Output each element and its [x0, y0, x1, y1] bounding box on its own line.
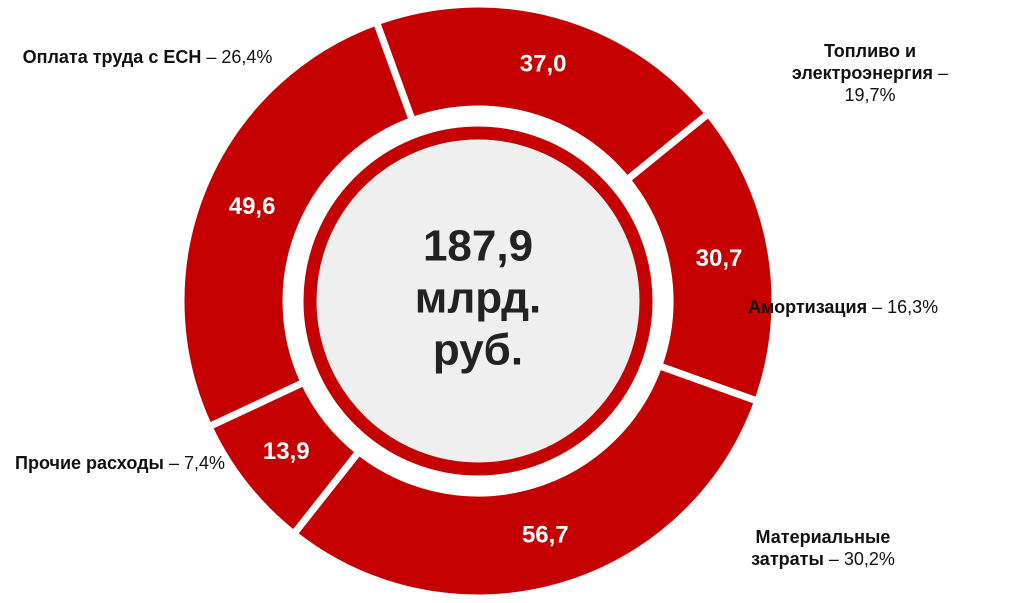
share-label: – 16,3%	[872, 297, 939, 317]
center-label: 187,9	[423, 222, 533, 271]
share-label: – 30,2%	[828, 549, 895, 569]
category-label: Амортизация – 16,3%	[748, 296, 1018, 318]
share-label: – 7,4%	[168, 453, 225, 473]
share-label: – 19,7%	[844, 63, 949, 105]
donut-segment	[288, 361, 763, 602]
donut-segment	[177, 17, 417, 432]
center-label: руб.	[433, 326, 523, 375]
value-label: 56,7	[522, 521, 569, 548]
value-label: 30,7	[696, 245, 743, 272]
category-label: Материальные затраты – 30,2%	[718, 526, 928, 570]
center-circle	[303, 126, 653, 476]
value-label: 49,6	[229, 193, 276, 220]
category-label: Прочие расходы – 7,4%	[15, 452, 225, 474]
category-label: Топливо и электроэнергия – 19,7%	[780, 40, 960, 106]
center-label: млрд.	[415, 274, 541, 323]
share-label: – 26,4%	[206, 47, 273, 67]
category-label: Оплата труда с ЕСН – 26,4%	[0, 46, 295, 68]
category-name: Топливо и электроэнергия	[791, 41, 934, 83]
donut-segment	[371, 0, 714, 185]
value-label: 37,0	[520, 51, 567, 78]
category-name: Прочие расходы	[15, 453, 164, 473]
category-name: Оплата труда с ЕСН	[22, 47, 202, 67]
value-label: 13,9	[263, 438, 310, 465]
category-name: Амортизация	[748, 297, 868, 317]
category-name: Материальные затраты	[751, 527, 891, 569]
